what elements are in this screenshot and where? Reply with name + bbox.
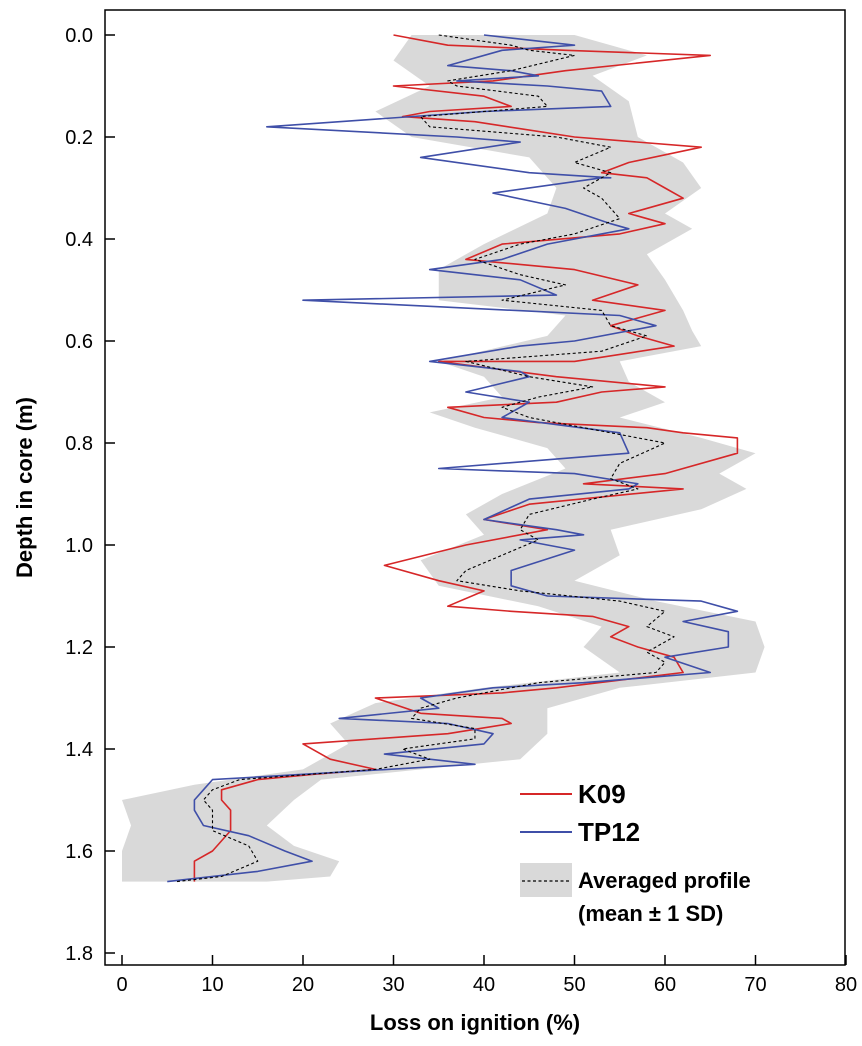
x-tick-label: 10 (201, 974, 223, 996)
tick-layer: 0 10 20 30 40 50 60 70 80 0.0 0.2 0.4 0.6 0.8 1.0 1.2 1.… (65, 25, 857, 996)
sd-band (122, 35, 765, 882)
sd-band-layer (122, 35, 765, 882)
x-tick-label: 40 (473, 974, 495, 996)
y-tick-label: 1.2 (65, 637, 93, 659)
series-k09-line (193, 34, 739, 882)
x-tick-label: 70 (744, 974, 766, 996)
y-tick-label: 0.6 (65, 331, 93, 353)
y-tick-label: 1.0 (65, 535, 93, 557)
x-tick-label: 80 (835, 974, 857, 996)
y-tick-label: 0.2 (65, 127, 93, 149)
series-layer (167, 34, 739, 883)
x-tick-label: 20 (292, 974, 314, 996)
y-tick-label: 0.4 (65, 229, 93, 251)
y-tick-label: 1.6 (65, 841, 93, 863)
legend-sd-band-swatch (520, 863, 572, 897)
y-tick-label: 1.8 (65, 943, 93, 965)
legend-tp12-label: TP12 (578, 817, 640, 847)
legend-sd-label: (mean ± 1 SD) (578, 901, 723, 926)
legend-k09-label: K09 (578, 779, 626, 809)
legend: K09 TP12 Averaged profile (mean ± 1 SD) (520, 779, 751, 926)
series-tp12-line (167, 34, 739, 883)
x-tick-label: 50 (563, 974, 585, 996)
y-tick-label: 1.4 (65, 739, 93, 761)
series-mean-line (176, 34, 675, 883)
y-tick-label: 0.0 (65, 25, 93, 47)
legend-averaged-label: Averaged profile (578, 868, 751, 893)
x-axis-title: Loss on ignition (%) (370, 1010, 580, 1035)
plot-area-frame (104, 9, 846, 966)
x-tick-label: 0 (116, 974, 127, 996)
y-tick-label: 0.8 (65, 433, 93, 455)
x-tick-label: 30 (382, 974, 404, 996)
x-tick-label: 60 (654, 974, 676, 996)
y-axis-title: Depth in core (m) (12, 397, 37, 578)
